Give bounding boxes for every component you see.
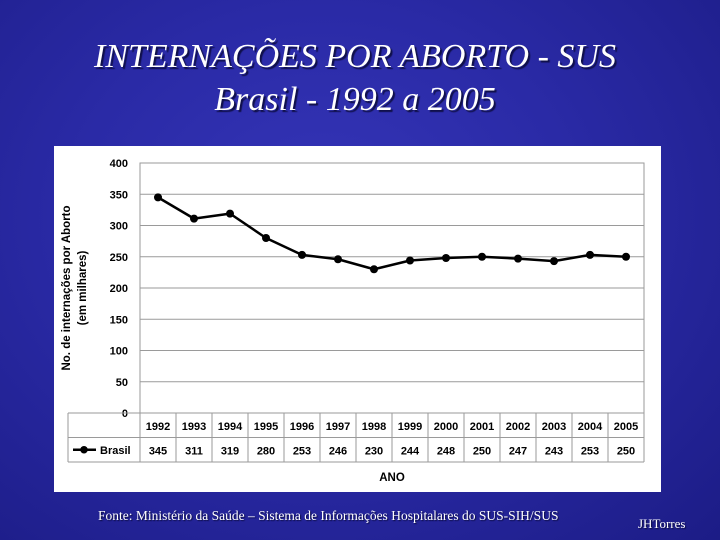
x-tick-label: 1999 — [398, 421, 422, 433]
y-axis-label-units: (em milhares) — [77, 250, 89, 325]
y-tick-label: 150 — [110, 314, 128, 326]
legend-label: Brasil — [100, 445, 131, 457]
legend-marker — [80, 445, 88, 454]
data-point — [154, 193, 162, 202]
data-point — [262, 234, 270, 242]
data-point — [442, 254, 450, 262]
x-tick-label: 1993 — [182, 421, 206, 433]
data-table-value: 247 — [509, 446, 527, 458]
data-point — [298, 250, 306, 259]
data-point — [514, 254, 522, 263]
x-tick-label: 2005 — [614, 421, 638, 433]
y-tick-label: 0 — [122, 408, 128, 420]
data-table-value: 253 — [293, 446, 311, 458]
data-table-value: 230 — [365, 446, 383, 458]
data-table-value: 253 — [581, 446, 599, 458]
source-note: Fonte: Ministério da Saúde – Sistema de … — [98, 508, 559, 523]
y-tick-label: 300 — [110, 221, 128, 233]
y-tick-label: 400 — [110, 158, 128, 170]
x-tick-label: 2001 — [470, 421, 494, 433]
y-tick-label: 350 — [110, 189, 128, 201]
x-tick-label: 1995 — [254, 421, 278, 433]
x-tick-label: 1994 — [218, 421, 243, 433]
data-table-value: 248 — [437, 446, 455, 458]
data-table-value: 345 — [149, 446, 167, 458]
x-tick-label: 1997 — [326, 421, 350, 433]
data-table-value: 319 — [221, 446, 239, 458]
data-point — [190, 214, 198, 223]
x-tick-label: 2003 — [542, 421, 566, 433]
data-table-value: 280 — [257, 446, 275, 458]
slide-title-line1: INTERNAÇÕES POR ABORTO - SUS — [94, 38, 616, 75]
x-tick-label: 1992 — [146, 421, 170, 433]
data-point — [406, 256, 414, 265]
data-point — [370, 265, 378, 274]
data-point — [622, 252, 630, 261]
data-table-value: 246 — [329, 446, 347, 458]
x-tick-label: 1996 — [290, 421, 314, 433]
y-axis-label: No. de internações por Aborto — [61, 205, 73, 370]
x-tick-label: 2000 — [434, 421, 458, 433]
x-tick-label: 2002 — [506, 421, 530, 433]
series-line — [157, 196, 627, 271]
data-table-value: 250 — [473, 446, 491, 458]
data-point — [226, 209, 234, 218]
slide-title-line2: Brasil - 1992 a 2005 — [214, 81, 496, 118]
data-table-value: 244 — [401, 446, 420, 458]
data-table-value: 250 — [617, 446, 635, 458]
chart-panel: 0 50 100 150 200 250 300 350 400 No. de internaçõ… — [54, 146, 661, 492]
data-table-value: 311 — [185, 446, 203, 458]
x-axis-label: ANO — [379, 472, 405, 484]
y-tick-label: 200 — [110, 283, 128, 295]
data-point — [550, 257, 558, 266]
y-tick-label: 250 — [110, 252, 128, 264]
data-point — [334, 255, 342, 264]
line-chart: 0 50 100 150 200 250 300 350 400 No. de internaçõ… — [61, 158, 645, 484]
data-table-value: 243 — [545, 446, 563, 458]
y-tick-label: 50 — [116, 377, 128, 389]
data-point — [478, 252, 486, 261]
x-tick-label: 2004 — [578, 421, 603, 433]
author-credit: JHTorres — [638, 516, 686, 531]
data-point — [586, 250, 594, 259]
y-tick-label: 100 — [110, 346, 128, 358]
x-tick-label: 1998 — [362, 421, 386, 433]
